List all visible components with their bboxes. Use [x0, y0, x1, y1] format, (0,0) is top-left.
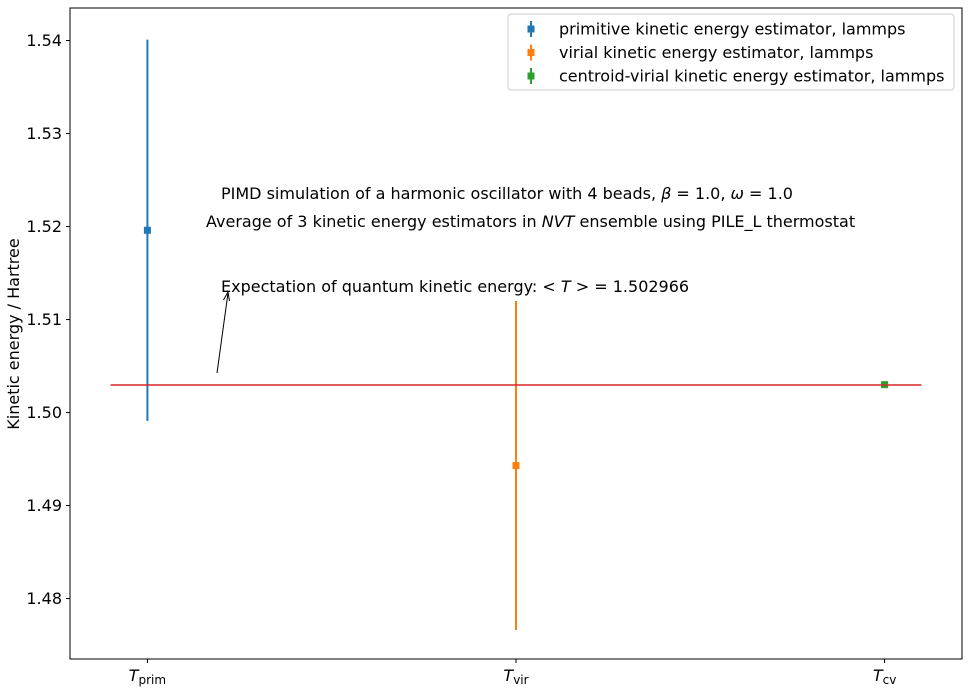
- expectation-prefix: Expectation of quantum kinetic energy:: [221, 277, 542, 296]
- annotation-line-2: Average of 3 kinetic energy estimators i…: [206, 212, 855, 232]
- y-tick-label: 1.49: [26, 496, 62, 515]
- legend-marker-2: [527, 72, 535, 80]
- expectation-annotation: Expectation of quantum kinetic energy: <…: [221, 277, 689, 296]
- legend-label-0: primitive kinetic energy estimator, lamm…: [559, 20, 905, 39]
- legend-marker-1: [527, 49, 535, 56]
- annotation-arrow: [216, 290, 230, 374]
- y-tick-label: 1.50: [26, 403, 62, 422]
- data-point-0: [143, 226, 151, 234]
- expectation-gt: >: [571, 277, 590, 296]
- y-tick-label: 1.53: [26, 124, 62, 143]
- x-tick-label-vir: Tvir: [503, 666, 528, 687]
- x-tick-label-prim: Tprim: [129, 666, 166, 687]
- ensemble-name: NVT: [542, 212, 576, 231]
- annotation-line-1: PIMD simulation of a harmonic oscillator…: [221, 184, 793, 203]
- y-tick-label: 1.48: [26, 589, 62, 608]
- omega-symbol: ω: [731, 184, 744, 203]
- y-tick-label: 1.54: [26, 31, 62, 50]
- y-axis-ticks: 1.48 1.49 1.50 1.51 1.52 1.53 1.54: [26, 31, 70, 608]
- expectation-lt: <: [542, 277, 561, 296]
- beta-value: = 1.0,: [671, 184, 730, 203]
- x-axis-ticks: Tprim Tvir Tcv: [129, 659, 896, 687]
- errorbar-layer: [146, 39, 886, 631]
- y-tick-label: 1.52: [26, 217, 62, 236]
- legend-label-2: centroid-virial kinetic energy estimator…: [559, 67, 944, 86]
- expectation-value: = 1.502966: [589, 277, 689, 296]
- annotation-line-2-prefix: Average of 3 kinetic energy estimators i…: [206, 212, 542, 231]
- omega-value: = 1.0: [744, 184, 793, 203]
- legend-marker-0: [527, 25, 535, 33]
- expectation-variable: T: [561, 277, 572, 296]
- beta-symbol: β: [660, 184, 671, 203]
- legend-label-1: virial kinetic energy estimator, lammps: [559, 43, 873, 62]
- y-axis-label: Kinetic energy / Hartree: [4, 238, 23, 429]
- annotation-line-1-prefix: PIMD simulation of a harmonic oscillator…: [221, 184, 661, 203]
- legend: primitive kinetic energy estimator, lamm…: [507, 13, 955, 91]
- legend-box: [507, 13, 955, 91]
- x-tick-label-cv: Tcv: [873, 666, 896, 687]
- data-point-1: [512, 462, 520, 470]
- y-tick-label: 1.51: [26, 310, 62, 329]
- annotation-line-2-suffix: ensemble using PILE_L thermostat: [574, 212, 855, 232]
